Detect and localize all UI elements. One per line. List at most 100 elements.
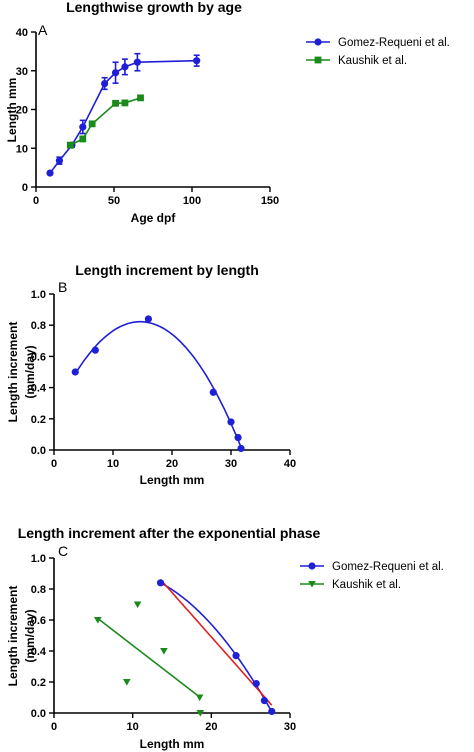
y-tick-label: 1.0 [31, 289, 46, 301]
legend-item: Kaushik et al. [300, 579, 401, 591]
y-tick-label: 0.6 [31, 615, 46, 627]
y-axis-label: Length increment [6, 586, 20, 687]
x-tick-label: 20 [205, 721, 217, 733]
y-tick-label: 30 [16, 66, 28, 78]
y-axis-label: Length mm [5, 78, 19, 143]
data-point [66, 141, 74, 149]
data-point [268, 707, 276, 716]
y-tick-label: 0.4 [31, 646, 47, 658]
y-axis-label-units: (mm/day) [23, 609, 37, 662]
data-point [101, 79, 109, 88]
data-point [232, 652, 240, 660]
fit-curve [74, 320, 242, 448]
data-point [234, 433, 242, 442]
data-point [121, 99, 129, 107]
data-point [121, 63, 129, 71]
data-point [111, 69, 120, 77]
axis-labels-0: Lengthwise growth by age A Age dpf Length m… [5, 0, 242, 225]
x-tick-label: 30 [225, 458, 237, 470]
y-tick-label: 0.2 [31, 414, 46, 426]
data-point [91, 346, 99, 354]
fit-line-linear [97, 617, 201, 699]
data-point [79, 135, 87, 143]
series-kaushik [94, 601, 205, 717]
legend-item: Gomez-Requeni et al. [300, 561, 444, 573]
x-tick-label: 0 [51, 721, 57, 733]
data-point [156, 579, 165, 587]
x-tick-label: 50 [108, 195, 120, 207]
legend-label: Gomez-Requeni et al. [338, 37, 450, 49]
data-point [133, 601, 142, 609]
data-point [144, 315, 152, 323]
y-tick-label: 0.4 [31, 383, 47, 395]
y-tick-label: 20 [16, 105, 28, 117]
data-point [55, 157, 64, 165]
data-point [195, 694, 204, 702]
series-increment [71, 315, 245, 453]
x-tick-label: 10 [127, 721, 139, 733]
series-gomez [46, 52, 201, 177]
axes-2: 0 10 20 30 0.0 0.2 0.4 0.6 0.8 1.0 [31, 553, 296, 733]
x-tick-label: 0 [33, 195, 39, 207]
panel-label: B [58, 279, 67, 295]
y-tick-label: 0 [22, 182, 28, 194]
legend-item: Gomez-Requeni et al. [306, 37, 450, 49]
data-point [160, 648, 168, 655]
panel-label: C [58, 543, 68, 559]
axes-0: 0 50 100 150 0 10 20 30 40 [16, 27, 279, 207]
legend-item: Kaushik et al. [306, 55, 407, 67]
data-point [252, 679, 260, 688]
y-tick-label: 40 [16, 27, 28, 39]
series-gomez [156, 578, 276, 716]
y-tick-label: 10 [16, 143, 28, 155]
legend-label: Gomez-Requeni et al. [332, 561, 444, 573]
legend-swatch-marker [308, 562, 316, 570]
data-point [94, 617, 102, 624]
series-line [49, 59, 197, 174]
x-tick-label: 150 [261, 195, 279, 207]
y-tick-label: 0.6 [31, 351, 46, 363]
y-tick-label: 0.8 [31, 584, 46, 596]
chart-title: Length increment after the exponential p… [18, 525, 321, 541]
y-axis-label-units: (mm/day) [23, 345, 37, 398]
x-axis-label: Length mm [140, 737, 205, 751]
axes-1: 0 10 20 30 40 0.0 0.2 0.4 0.6 0.8 1.0 [31, 289, 296, 470]
legend-label: Kaushik et al. [338, 55, 407, 67]
y-tick-label: 0.8 [31, 320, 46, 332]
data-point [137, 94, 144, 102]
axis-labels-1: Length increment by length B Length mm Leng… [6, 262, 259, 487]
data-point [227, 418, 235, 426]
x-tick-label: 100 [183, 195, 201, 207]
x-axis-label: Length mm [140, 473, 205, 487]
data-point [209, 388, 217, 396]
data-point [71, 368, 79, 376]
series-kaushik [66, 94, 144, 149]
legend-swatch-marker [308, 581, 316, 588]
data-point [193, 57, 201, 65]
y-tick-label: 1.0 [31, 553, 46, 565]
axis-labels-2: Length increment after the exponential p… [6, 525, 320, 751]
data-point [123, 679, 131, 686]
data-point [196, 710, 205, 717]
data-point [46, 169, 54, 177]
data-point [260, 697, 268, 705]
data-point [79, 123, 87, 131]
y-axis-label: Length increment [6, 322, 20, 423]
data-point [133, 58, 141, 66]
data-point [237, 444, 245, 453]
x-tick-label: 40 [284, 458, 296, 470]
y-tick-label: 0.0 [31, 445, 46, 457]
chart-title: Length increment by length [75, 262, 259, 278]
y-tick-label: 0.2 [31, 677, 46, 689]
panel-label: A [38, 22, 48, 38]
fit-curve-quadratic [160, 582, 273, 713]
legend-swatch-marker [314, 56, 322, 64]
data-point [88, 120, 96, 128]
data-point [112, 99, 119, 107]
x-tick-label: 10 [107, 458, 119, 470]
legend-swatch-marker [314, 38, 322, 46]
x-tick-label: 0 [51, 458, 57, 470]
legend-0: Gomez-Requeni et al. Kaushik et al. [306, 37, 450, 67]
